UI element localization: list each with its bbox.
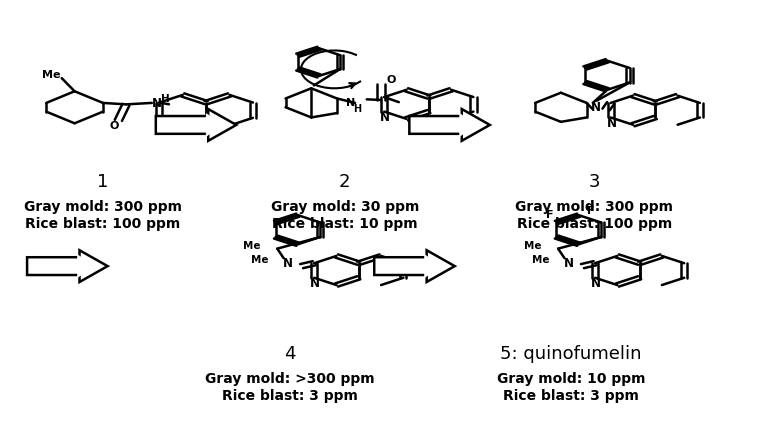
- Text: Gray mold: 300 ppm: Gray mold: 300 ppm: [515, 199, 673, 214]
- Text: Me: Me: [524, 242, 541, 251]
- Text: O: O: [110, 121, 119, 131]
- Text: N: N: [591, 278, 601, 290]
- Text: Me: Me: [243, 242, 260, 251]
- Polygon shape: [31, 255, 94, 278]
- Polygon shape: [377, 255, 442, 278]
- Text: Gray mold: 300 ppm: Gray mold: 300 ppm: [24, 199, 182, 214]
- Text: N: N: [564, 258, 573, 270]
- Text: N: N: [607, 117, 616, 130]
- Text: H: H: [353, 103, 362, 114]
- Text: Gray mold: 30 ppm: Gray mold: 30 ppm: [271, 199, 419, 214]
- Text: 5: quinofumelin: 5: quinofumelin: [500, 345, 642, 363]
- Text: N: N: [283, 258, 293, 270]
- Text: F: F: [547, 210, 554, 220]
- Text: N: N: [591, 101, 601, 114]
- Text: H: H: [161, 95, 170, 104]
- Text: 4: 4: [284, 345, 296, 363]
- Text: Gray mold: 10 ppm: Gray mold: 10 ppm: [496, 372, 645, 386]
- Text: N: N: [346, 98, 355, 108]
- Text: N: N: [151, 97, 161, 110]
- Polygon shape: [410, 109, 490, 141]
- Polygon shape: [156, 109, 236, 141]
- Text: Rice blast: 10 ppm: Rice blast: 10 ppm: [272, 217, 417, 231]
- Text: N: N: [310, 278, 320, 290]
- Text: N: N: [155, 118, 165, 131]
- Polygon shape: [27, 250, 107, 282]
- Text: Rice blast: 3 ppm: Rice blast: 3 ppm: [503, 389, 639, 403]
- Text: Me: Me: [532, 255, 550, 265]
- Text: F: F: [586, 206, 594, 216]
- Text: Gray mold: >300 ppm: Gray mold: >300 ppm: [205, 372, 375, 386]
- Text: Me: Me: [41, 70, 60, 79]
- Text: O: O: [386, 75, 395, 84]
- Text: 2: 2: [339, 173, 351, 191]
- Polygon shape: [374, 250, 455, 282]
- Text: Rice blast: 100 ppm: Rice blast: 100 ppm: [25, 217, 181, 231]
- Text: N: N: [380, 111, 390, 124]
- Text: Rice blast: 3 ppm: Rice blast: 3 ppm: [222, 389, 358, 403]
- Text: Rice blast: 100 ppm: Rice blast: 100 ppm: [517, 217, 672, 231]
- Text: 1: 1: [97, 173, 109, 191]
- Text: 3: 3: [589, 173, 600, 191]
- Text: Me: Me: [251, 255, 269, 265]
- Polygon shape: [159, 114, 223, 136]
- Polygon shape: [413, 114, 476, 136]
